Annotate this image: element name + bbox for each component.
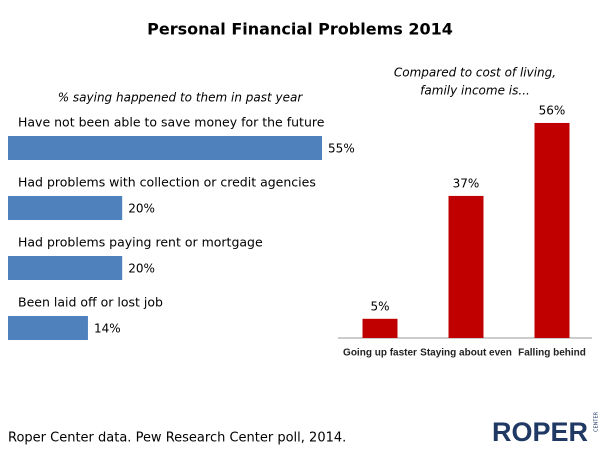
logo: ROPER	[492, 417, 588, 447]
bar	[448, 195, 484, 338]
value-label: 5%	[370, 299, 389, 313]
value-label: 20%	[128, 202, 155, 216]
source-note: Roper Center data. Pew Research Center p…	[8, 431, 346, 446]
value-label: 55%	[328, 142, 355, 156]
chart-subtitle: Compared to cost of living,	[394, 66, 556, 80]
value-label: 37%	[453, 176, 480, 190]
bar	[8, 196, 123, 220]
chart-subtitle: % saying happened to them in past year	[58, 91, 304, 105]
value-label: 14%	[94, 322, 121, 336]
category-label: Have not been able to save money for the…	[18, 115, 325, 130]
value-label: 56%	[539, 103, 566, 117]
category-label: Going up faster	[343, 348, 417, 359]
category-label: Staying about even	[420, 348, 512, 359]
category-label: Had problems paying rent or mortgage	[18, 235, 263, 250]
chart-subtitle: family income is...	[420, 84, 530, 98]
page-title: Personal Financial Problems 2014	[147, 20, 453, 39]
category-label: Been laid off or lost job	[18, 295, 163, 310]
category-label: Had problems with collection or credit a…	[18, 175, 316, 190]
category-label: Falling behind	[518, 348, 586, 359]
bar	[362, 318, 398, 338]
logo-sub: CENTER	[594, 411, 600, 432]
bar	[8, 256, 123, 280]
value-label: 20%	[128, 262, 155, 276]
bar	[8, 136, 323, 160]
bar	[8, 316, 88, 340]
bar	[534, 122, 570, 339]
